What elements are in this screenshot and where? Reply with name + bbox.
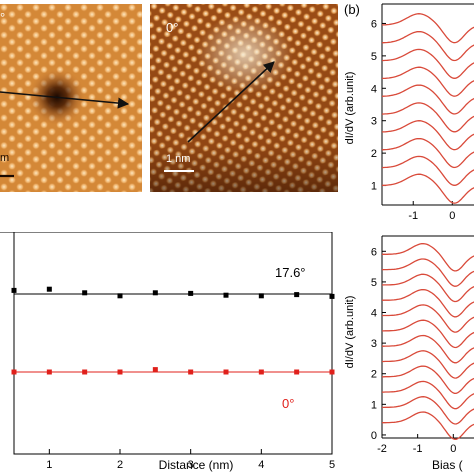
line-profile-arrow xyxy=(187,61,275,143)
distance-scatter-chart: 1 2 3 4 5 xyxy=(0,232,335,471)
didv-y-label-top: dI/dV (arb.unit) xyxy=(344,71,356,145)
didv-curve xyxy=(381,173,474,204)
scatter-point xyxy=(82,369,88,375)
didv-curve xyxy=(382,319,474,349)
spectra-y-tick-label: 4 xyxy=(371,83,377,95)
scatter-x-tick-label: 4 xyxy=(258,459,264,471)
scatter-point xyxy=(188,369,194,375)
spectra-y-tick-label: 3 xyxy=(371,338,377,350)
didv-curve xyxy=(381,102,474,133)
scatter-point xyxy=(223,369,229,375)
scatter-point xyxy=(294,369,300,375)
scatter-x-tick-label: 1 xyxy=(46,459,52,471)
didv-curve xyxy=(382,380,474,410)
scatter-point xyxy=(329,293,335,299)
spectra-y-tick-label: 0 xyxy=(371,430,377,442)
didv-curve xyxy=(382,334,474,364)
scatter-point xyxy=(46,286,52,292)
scatter-point xyxy=(82,290,88,296)
scatter-x-tick-label: 5 xyxy=(329,459,335,471)
stm-angle-label: 0° xyxy=(166,20,179,35)
scatter-point xyxy=(258,369,264,375)
spectra-y-tick-label: 3 xyxy=(371,116,377,128)
didv-curve xyxy=(381,48,474,79)
scatter-point xyxy=(117,369,123,375)
spectra-x-tick-label: 0 xyxy=(449,210,455,220)
series-label-0: 0° xyxy=(282,396,295,411)
scatter-point xyxy=(188,290,194,296)
spectra-y-tick-label: 2 xyxy=(371,369,377,381)
line-profile-arrow xyxy=(0,91,130,109)
scatter-point xyxy=(152,367,158,373)
spectra-x-tick-label: 0 xyxy=(450,443,456,455)
scale-bar-label: m xyxy=(0,152,10,164)
spectra-x-tick-label: -1 xyxy=(413,443,423,455)
panel-label-b: (b) xyxy=(344,2,360,17)
spectra-y-tick-label: 1 xyxy=(371,399,377,411)
didv-curve xyxy=(382,243,474,272)
didv-curve xyxy=(382,120,474,151)
scatter-point xyxy=(258,293,264,299)
spectra-y-tick-label: 5 xyxy=(371,51,377,63)
stm-shading xyxy=(150,4,338,192)
spectra-y-tick-label: 1 xyxy=(371,181,377,193)
spectra-y-tick-label: 6 xyxy=(371,246,377,258)
scatter-frame xyxy=(13,232,333,455)
didv-curve xyxy=(381,273,474,303)
didv-curve xyxy=(381,155,474,186)
didv-curve xyxy=(382,411,474,440)
didv-curve xyxy=(381,84,474,115)
scatter-point xyxy=(294,292,300,298)
scatter-point xyxy=(117,293,123,299)
spectra-x-tick-label: -2 xyxy=(377,443,387,455)
didv-curve xyxy=(382,365,474,395)
scatter-point xyxy=(11,369,17,375)
scatter-point xyxy=(223,292,229,298)
series-label-17-6: 17.6° xyxy=(275,265,306,280)
didv-curve xyxy=(381,304,474,333)
scatter-x-tick-label: 2 xyxy=(117,459,123,471)
stm-angle-label: ° xyxy=(0,10,6,25)
stm-image-right xyxy=(150,4,338,192)
scatter-x-tick-label: 3 xyxy=(188,459,194,471)
didv-spectra-top: 1 2 3 4 5 6 -1 0 xyxy=(371,3,474,220)
scatter-point xyxy=(329,369,335,375)
stm-image-left xyxy=(0,4,142,192)
didv-curve xyxy=(381,30,474,62)
scatter-x-axis-label: Distance (nm) xyxy=(158,458,234,472)
scatter-point xyxy=(152,290,158,296)
didv-curve xyxy=(382,396,474,425)
didv-curve xyxy=(382,350,474,379)
didv-x-label-bottom: Bias ( xyxy=(432,458,463,472)
didv-curve xyxy=(381,288,474,318)
scatter-point xyxy=(11,287,17,293)
scale-bar-label: 1 nm xyxy=(166,153,191,165)
didv-spectra-bottom: 0 1 2 3 4 5 6 -2 -1 0 xyxy=(371,235,474,455)
spectra-y-tick-label: 2 xyxy=(371,148,377,160)
didv-y-label-bottom: dI/dV (arb.unit) xyxy=(344,295,356,369)
didv-curve xyxy=(382,13,474,44)
spectra-y-tick-label: 5 xyxy=(371,277,377,289)
spectra-x-tick-label: -1 xyxy=(408,210,418,220)
scatter-point xyxy=(46,369,52,375)
didv-curve xyxy=(381,137,474,169)
spectra-y-tick-label: 6 xyxy=(371,18,377,30)
didv-curve xyxy=(382,66,474,97)
spectra-y-tick-label: 4 xyxy=(371,308,377,320)
didv-curve xyxy=(381,258,474,287)
